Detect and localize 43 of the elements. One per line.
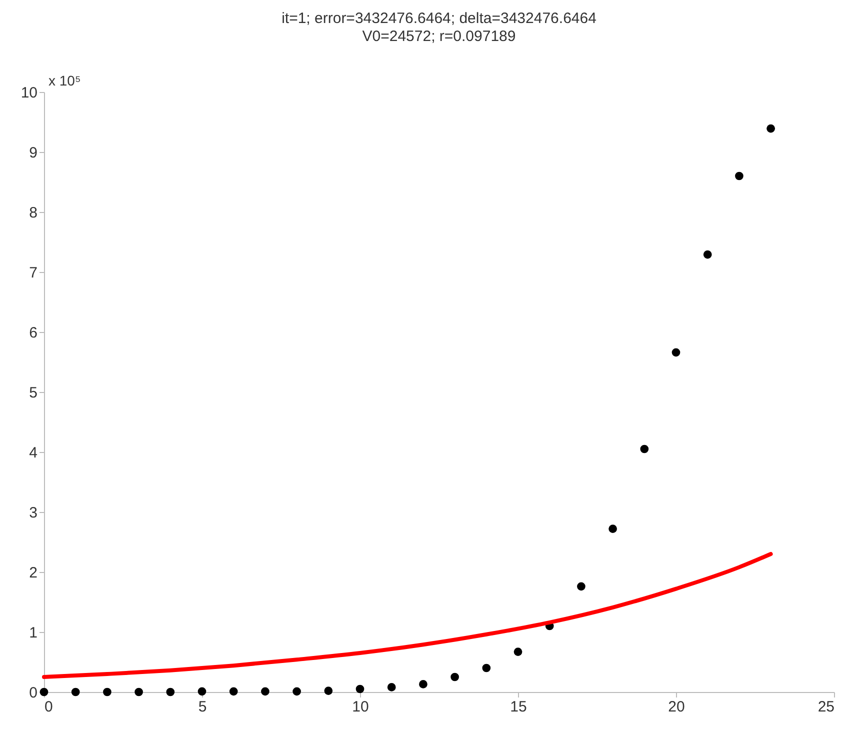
y-tick-label: 10 [20, 84, 38, 102]
point [71, 688, 80, 696]
chart-subtitle: V0=24572; r=0.097189 [362, 28, 516, 45]
point [356, 684, 364, 694]
text: x 10⁵ [48, 72, 81, 88]
y-tick-label: 0 [29, 684, 38, 702]
point [229, 687, 238, 696]
y-tick-label: 9 [29, 144, 38, 162]
point [292, 687, 301, 696]
point [703, 250, 712, 259]
point [514, 648, 522, 656]
point [640, 444, 649, 454]
y-tick-label: 6 [29, 324, 38, 342]
y-tick-label: 3 [29, 504, 38, 522]
y-tick-label: 7 [29, 264, 38, 282]
chart-title: it=1; error=3432476.6464; delta=3432476.6464 [282, 10, 596, 27]
point [166, 688, 175, 696]
point [672, 348, 680, 357]
x-tick-label: 15 [510, 698, 527, 716]
point [419, 680, 428, 688]
point [324, 686, 333, 695]
x-tick-label: 25 [818, 698, 834, 716]
point [261, 687, 270, 696]
x-tick-label: 10 [352, 698, 369, 716]
point [198, 687, 206, 696]
point [608, 524, 617, 533]
line-series [42, 552, 773, 679]
point [735, 172, 744, 180]
point [766, 124, 775, 133]
point [577, 582, 586, 591]
x-tick-label: 0 [44, 698, 53, 716]
y-tick-label: 8 [29, 204, 38, 222]
y-tick-label: 5 [29, 384, 38, 402]
x-tick-label: 20 [668, 698, 685, 716]
point [450, 672, 459, 682]
y-tick-label: 4 [29, 444, 38, 462]
point [387, 683, 396, 692]
point [134, 688, 143, 696]
y-tick-label: 1 [29, 624, 38, 642]
y-tick-label: 2 [29, 564, 38, 582]
point [482, 664, 491, 672]
point [103, 688, 112, 696]
x-tick-label: 5 [198, 698, 207, 716]
